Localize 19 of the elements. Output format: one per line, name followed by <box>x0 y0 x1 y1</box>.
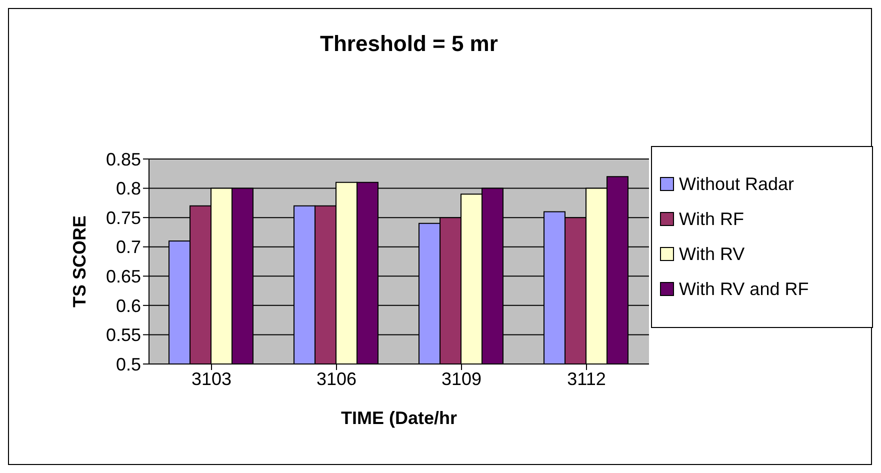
y-tick-label: 0.85 <box>106 149 141 170</box>
y-tick-label: 0.65 <box>106 266 141 287</box>
y-axis-title: TS SCORE <box>69 215 90 308</box>
x-tick-label: 3106 <box>316 368 357 389</box>
legend-label: With RF <box>679 208 744 230</box>
y-tick-label: 0.5 <box>116 354 141 374</box>
legend-label: With RV and RF <box>679 278 809 300</box>
y-tick-label: 0.8 <box>116 178 141 199</box>
x-tick-label: 3103 <box>191 368 232 389</box>
x-tick-label: 3112 <box>567 368 606 389</box>
x-tick-label: 3109 <box>441 368 482 389</box>
y-tick-label: 0.75 <box>106 208 141 228</box>
x-axis-title: TIME (Date/hr <box>340 408 458 428</box>
chart-title: Threshold = 5 mr <box>319 31 499 57</box>
y-tick-label: 0.55 <box>106 325 141 346</box>
legend-label: With RV <box>679 244 745 264</box>
y-tick-label: 0.7 <box>116 237 141 258</box>
legend-label: Without Radar <box>679 174 794 194</box>
y-tick-label: 0.6 <box>116 296 141 316</box>
